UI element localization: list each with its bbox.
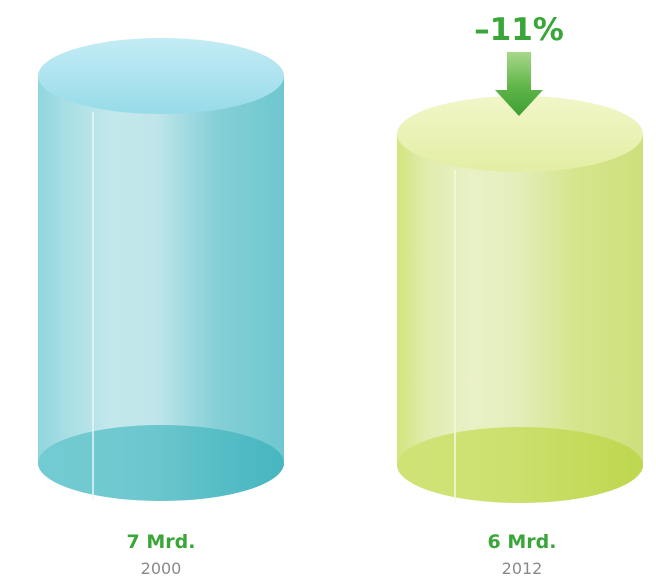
cylinder-2012	[397, 96, 643, 503]
value-label-2000: 7 Mrd.	[127, 531, 196, 553]
cylinder-2000-top	[38, 38, 284, 114]
year-label-2012: 2012	[502, 559, 543, 578]
cylinder-2012-body	[397, 134, 643, 503]
change-label: –11%	[474, 12, 564, 48]
year-label-2000: 2000	[141, 559, 182, 578]
cylinder-2000-bottom	[38, 425, 284, 501]
cylinder-2000	[38, 38, 284, 501]
down-arrow-icon	[495, 52, 543, 116]
cylinder-2012-top	[397, 96, 643, 172]
value-label-2012: 6 Mrd.	[488, 531, 557, 553]
cylinder-2000-body	[38, 76, 284, 501]
cylinder-2012-bottom	[397, 427, 643, 503]
